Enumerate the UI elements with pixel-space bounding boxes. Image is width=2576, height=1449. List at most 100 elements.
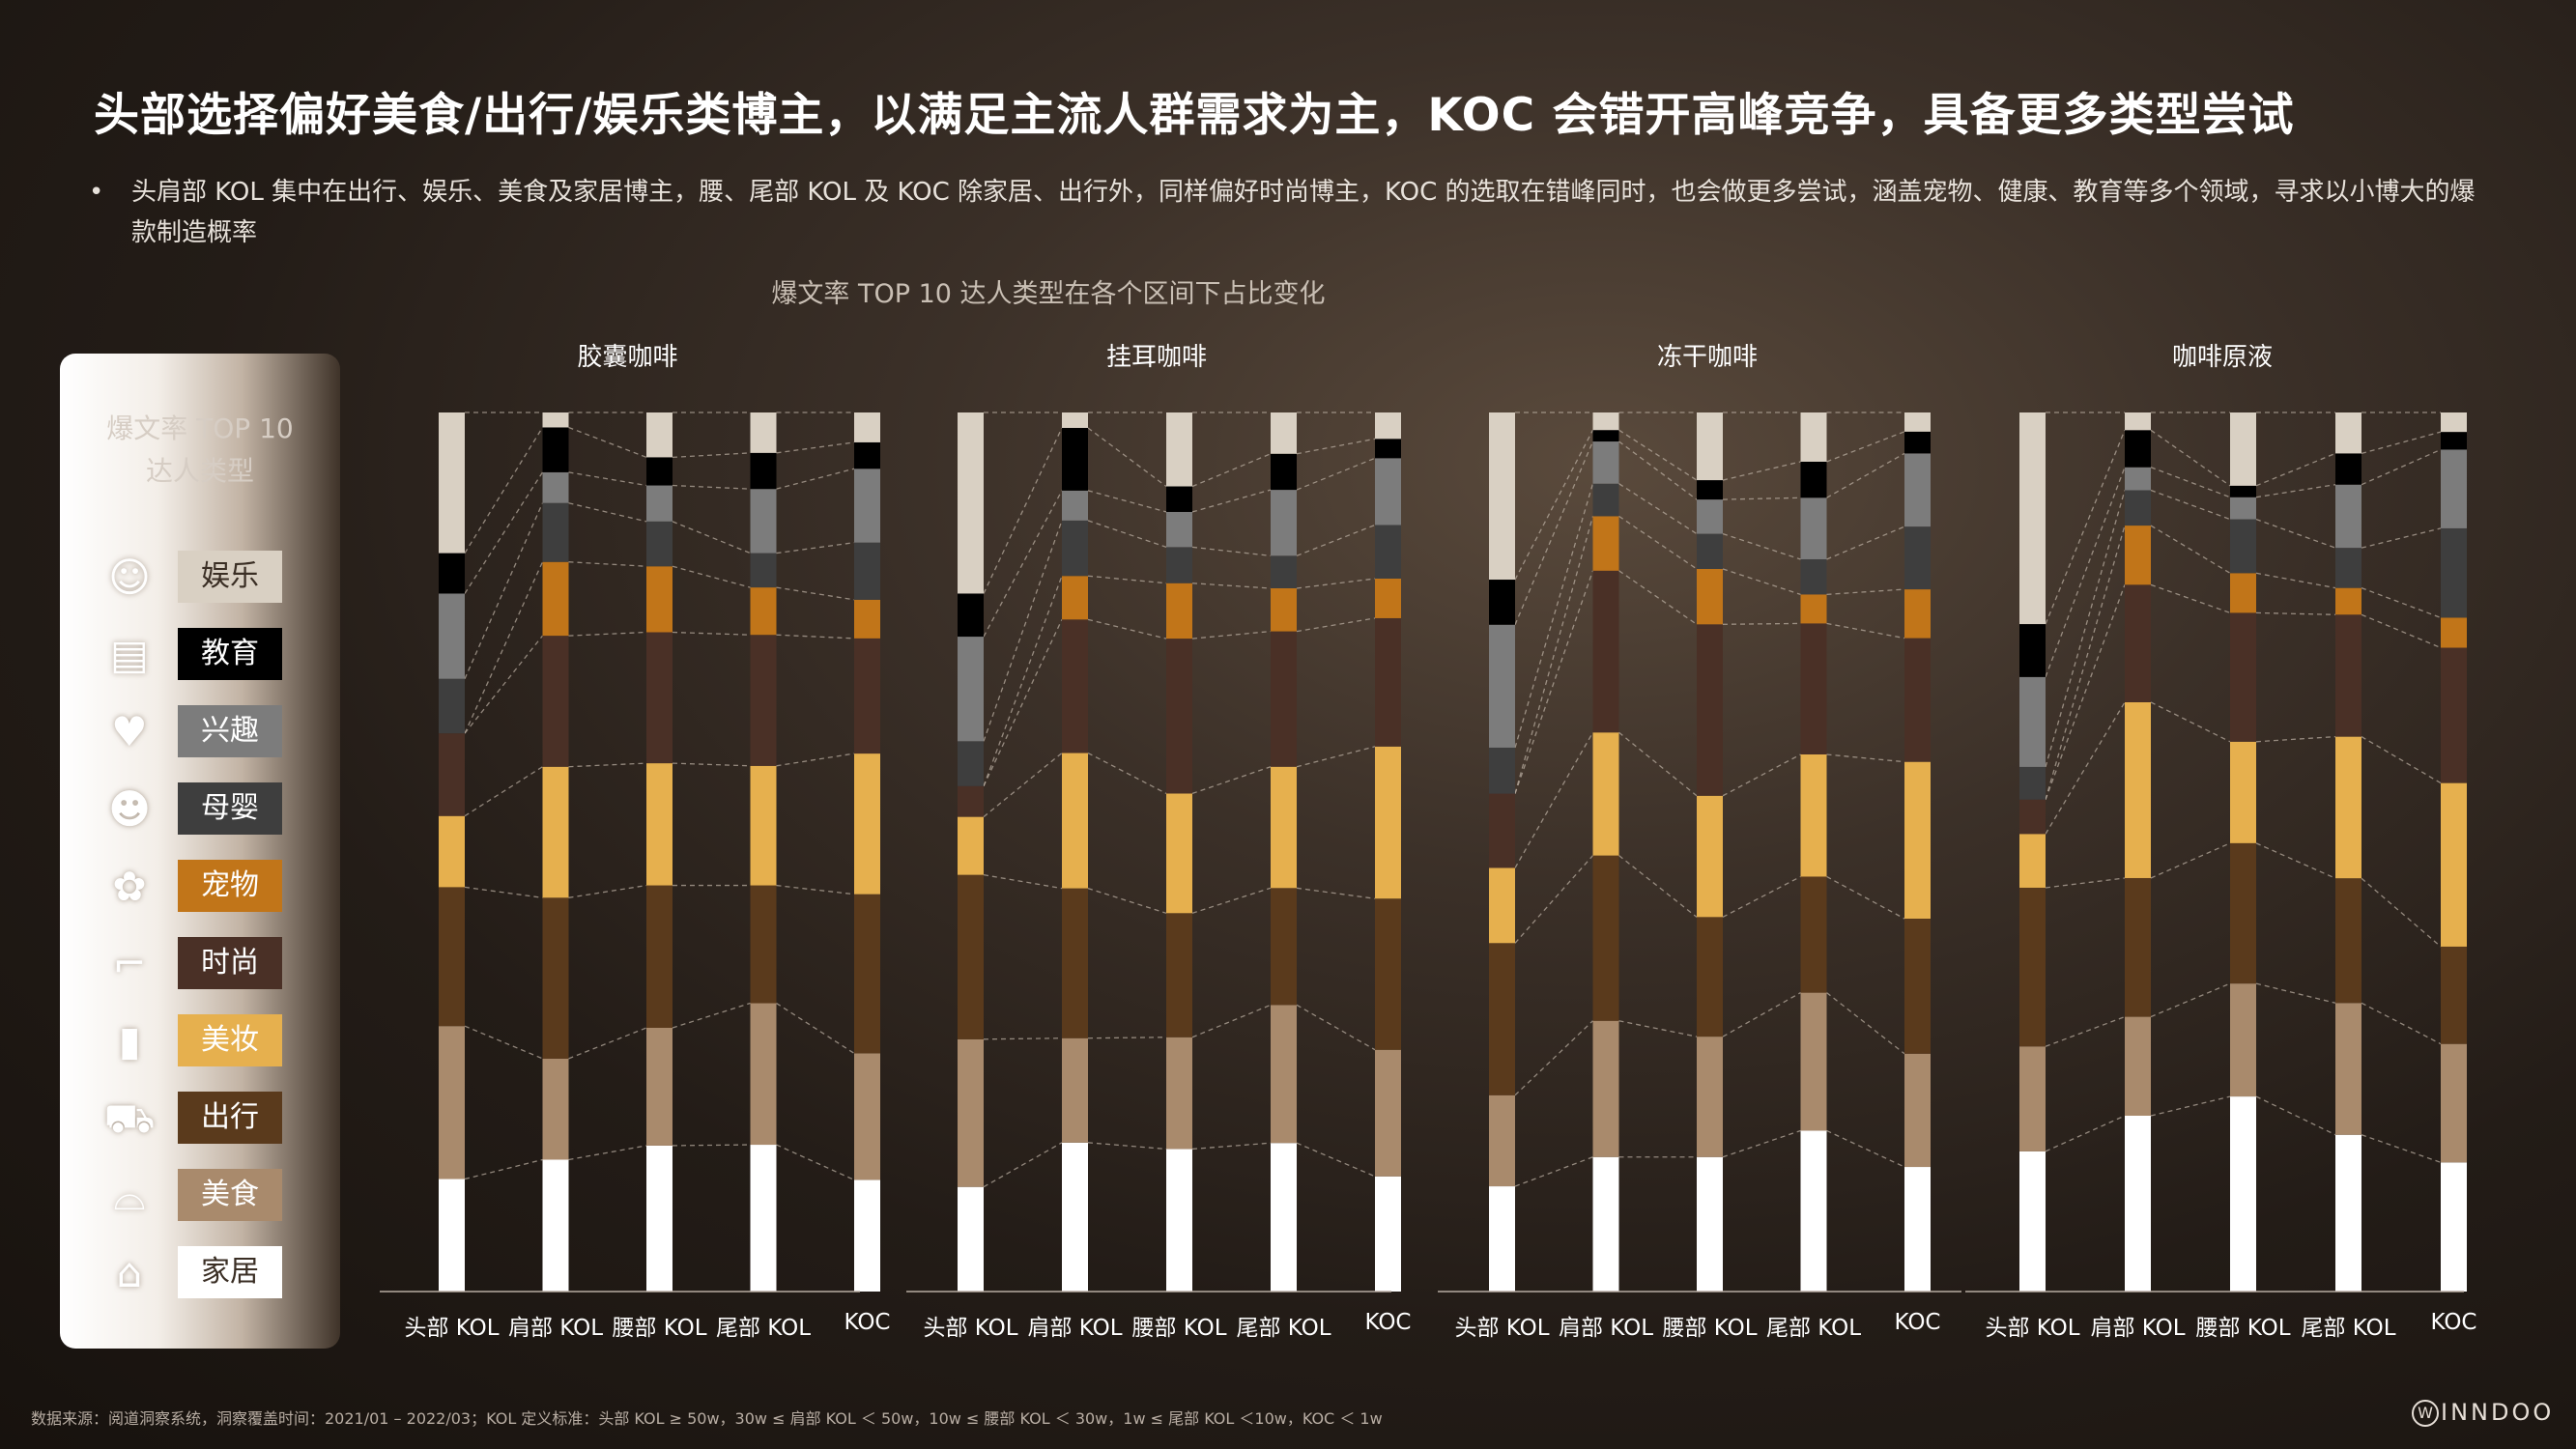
logo-text: INNDOO <box>2441 1399 2555 1426</box>
panel-1-category-label: 腰部 KOL <box>1131 1316 1226 1341</box>
panel-1-bar-4-seg-母婴 <box>1375 525 1401 579</box>
panel-3-connector <box>2255 572 2336 589</box>
panel-2-bar-3-seg-美妆 <box>1800 753 1827 877</box>
panel-3-bar-4-seg-美妆 <box>2441 782 2467 947</box>
panel-1-bar-3-seg-宠物 <box>1271 588 1297 632</box>
panel-0-bar-0-seg-教育 <box>439 553 465 594</box>
panel-2-bar-0-seg-兴趣 <box>1489 624 1515 748</box>
panel-0-category-label: 尾部 KOL <box>716 1316 811 1341</box>
legend-label: 美食 <box>178 1169 282 1221</box>
panel-0-bar-2-seg-兴趣 <box>646 485 673 522</box>
panel-3-bar-3-seg-教育 <box>2335 453 2361 485</box>
panel-3-connector <box>2150 1095 2231 1117</box>
panel-0-bar-1-seg-美食 <box>542 1058 569 1160</box>
panel-1-connector <box>1296 1142 1376 1178</box>
panel-1-bar-2-seg-娱乐 <box>1166 412 1192 487</box>
panel-1-connector <box>1296 1004 1376 1051</box>
panel-2-connector <box>1826 992 1905 1055</box>
panel-2-bar-1-seg-娱乐 <box>1592 412 1619 431</box>
panel-2-connector <box>1514 1020 1593 1096</box>
panel-3-connector <box>2150 583 2231 614</box>
panel-0-bar-2-seg-美妆 <box>646 763 673 886</box>
panel-1-connector <box>1191 630 1272 639</box>
panel-1-connector <box>1191 582 1272 589</box>
panel-1-bar-1-seg-美食 <box>1062 1037 1088 1143</box>
panel-0-connector <box>464 427 544 554</box>
panel-1-bar-4-seg-教育 <box>1375 439 1401 459</box>
panel-0-bar-2-seg-美食 <box>646 1028 673 1146</box>
panel-2-connector <box>1722 753 1801 797</box>
panel-0-connector <box>568 1145 647 1161</box>
panel-1-bar-1-seg-兴趣 <box>1062 490 1088 521</box>
brand-logo: W INNDOO <box>2412 1399 2554 1427</box>
panel-1-bar-2-seg-出行 <box>1166 913 1192 1037</box>
panel-0-category-label: 腰部 KOL <box>612 1316 706 1341</box>
panel-1-bar-2-seg-兴趣 <box>1166 511 1192 548</box>
panel-3-connector <box>2045 584 2126 800</box>
panel-2-connector <box>1826 452 1905 498</box>
panel-2-connector <box>1722 497 1801 500</box>
panel-1-connector <box>983 619 1063 787</box>
panel-1-connector <box>1087 1142 1167 1151</box>
panel-0-connector <box>464 886 543 898</box>
panel-1-category-label: 肩部 KOL <box>1027 1316 1122 1341</box>
panel-0-bar-0-seg-出行 <box>439 887 465 1027</box>
panel-0-bar-3-seg-出行 <box>750 885 777 1004</box>
panel-1-bar-0-seg-美妆 <box>958 816 984 875</box>
panel-2-connector <box>1722 992 1801 1037</box>
panel-2-category-label: 尾部 KOL <box>1766 1316 1861 1341</box>
panel-0-bar-0-seg-美妆 <box>439 815 465 888</box>
panel-0-bar-0-seg-兴趣 <box>439 593 465 679</box>
legend-label: 时尚 <box>178 937 282 989</box>
panel-0-bar-3-seg-母婴 <box>750 553 777 588</box>
panel-3-connector <box>2255 842 2336 879</box>
house-icon: ⌂ <box>116 1249 143 1296</box>
panel-2-connector <box>1722 461 1801 481</box>
panel-2-bar-1-seg-美食 <box>1592 1020 1619 1157</box>
panel-0-bar-2-seg-出行 <box>646 885 673 1028</box>
panel-2-bar-4-seg-兴趣 <box>1904 453 1931 527</box>
panel-0-bar-3-seg-娱乐 <box>750 412 777 453</box>
panel-0-bar-1-seg-时尚 <box>542 636 569 767</box>
panel-1-bar-4-seg-娱乐 <box>1375 412 1401 440</box>
panel-0-connector <box>672 521 751 554</box>
panel-1-connector <box>1087 618 1167 639</box>
panel-2-connector <box>1618 855 1698 918</box>
panel-2-bar-4-seg-宠物 <box>1904 589 1931 639</box>
panel-0-bar-1-seg-母婴 <box>542 502 569 562</box>
panel-3-bar-1-seg-美妆 <box>2125 701 2151 878</box>
legend-item-3: ☻ 母婴 <box>60 779 340 838</box>
panel-2-bar-3-seg-出行 <box>1800 876 1827 993</box>
panel-1-connector <box>1296 617 1376 633</box>
panel-1-bar-2-seg-美妆 <box>1166 793 1192 914</box>
panel-3-bar-1-seg-母婴 <box>2125 490 2151 526</box>
panel-1-bar-4-seg-出行 <box>1375 898 1401 1050</box>
panel-3-bar-1-seg-教育 <box>2125 430 2151 468</box>
panel-2-connector <box>1826 753 1905 763</box>
panel-1-bar-2-seg-家居 <box>1166 1149 1192 1292</box>
panel-2-bar-2-seg-宠物 <box>1697 568 1723 625</box>
panel-1-bar-1-seg-时尚 <box>1062 619 1088 753</box>
panel-3-bar-1-seg-时尚 <box>2125 584 2151 702</box>
panel-3-bar-2-seg-家居 <box>2230 1096 2256 1292</box>
panel-2-connector <box>1514 483 1594 749</box>
panel-1-title: 挂耳咖啡 <box>1106 343 1207 372</box>
panel-0-bar-4-seg-宠物 <box>854 599 880 639</box>
panel-0-bar-2-seg-宠物 <box>646 566 673 633</box>
panel-1-connector <box>1296 524 1376 556</box>
panel-1-bar-0-seg-美食 <box>958 1038 984 1187</box>
panel-1-bar-2-seg-母婴 <box>1166 547 1192 583</box>
panel-3-bar-0-seg-家居 <box>2019 1151 2046 1292</box>
panel-0-connector <box>568 502 647 523</box>
panel-1-bar-4-seg-家居 <box>1375 1176 1401 1292</box>
panel-2-connector <box>1514 1156 1593 1187</box>
panel-3-connector <box>2361 613 2442 649</box>
panel-3-bar-0-seg-教育 <box>2019 624 2046 677</box>
panel-2-bar-1-seg-家居 <box>1592 1156 1619 1292</box>
panel-3-bar-2-seg-教育 <box>2230 485 2256 497</box>
panel-0-bar-0-seg-美食 <box>439 1026 465 1179</box>
panel-1-connector <box>1087 520 1167 548</box>
legend-label: 兴趣 <box>178 705 282 757</box>
panel-0-connector <box>672 1002 751 1029</box>
